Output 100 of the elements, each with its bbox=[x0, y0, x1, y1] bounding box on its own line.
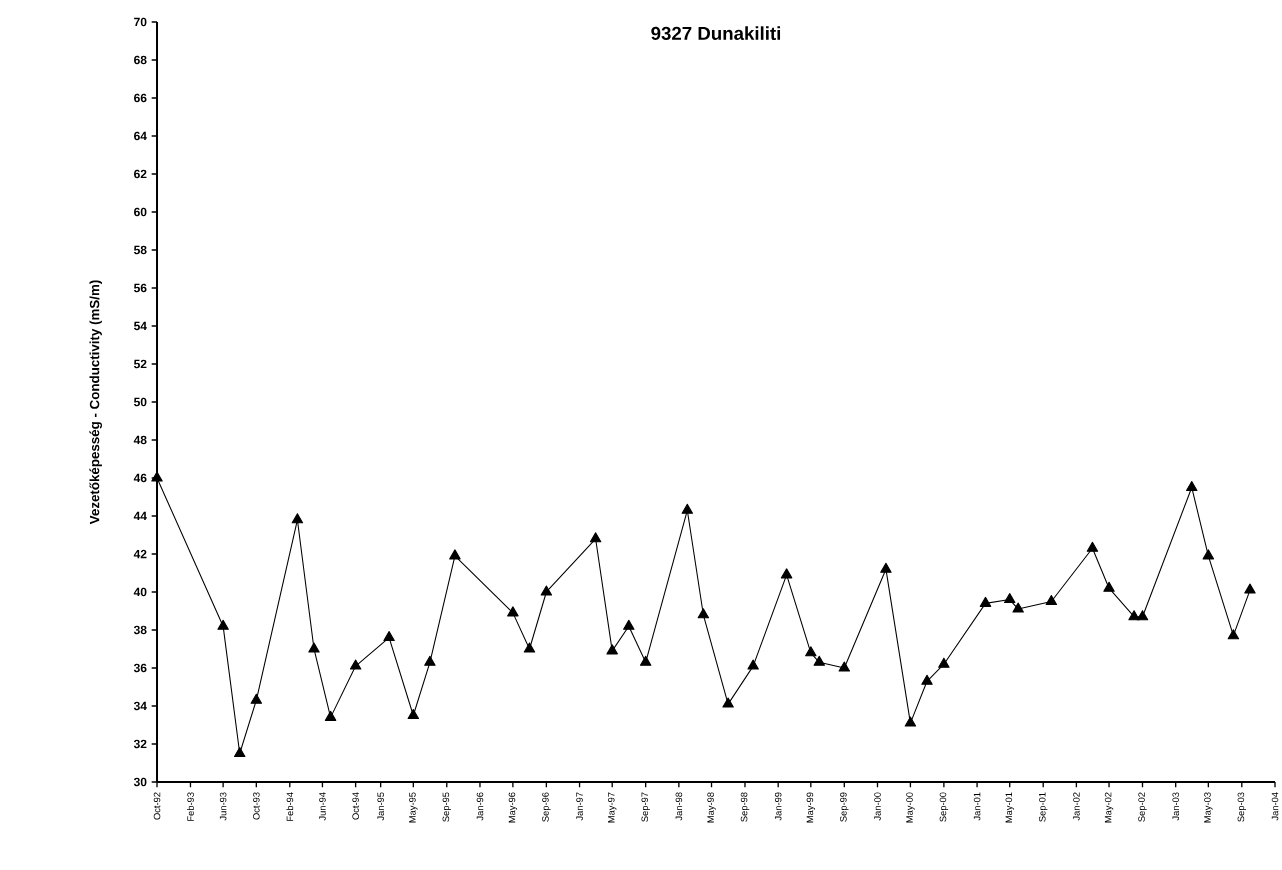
y-tick-label: 58 bbox=[133, 245, 147, 255]
y-tick-label: 30 bbox=[133, 777, 147, 787]
point bbox=[589, 532, 602, 543]
y-tick-label: 64 bbox=[134, 131, 147, 141]
point bbox=[250, 693, 263, 704]
point bbox=[1186, 480, 1198, 492]
x-tick-label: Jun-94 bbox=[319, 792, 326, 821]
point bbox=[151, 471, 163, 482]
point bbox=[979, 596, 992, 607]
x-tick-label: Jan-98 bbox=[675, 792, 683, 821]
y-tick-label: 60 bbox=[134, 207, 147, 217]
x-tick-label: Oct-94 bbox=[352, 792, 359, 820]
y-tick-label: 44 bbox=[133, 511, 147, 521]
point bbox=[1086, 541, 1099, 552]
point bbox=[233, 746, 246, 758]
point bbox=[1103, 581, 1115, 592]
point bbox=[324, 710, 337, 721]
y-tick-label: 50 bbox=[133, 397, 147, 407]
point bbox=[880, 562, 892, 573]
x-tick-label: Jan-01 bbox=[973, 792, 981, 821]
y-tick-label: 68 bbox=[134, 55, 147, 65]
y-tick-label: 36 bbox=[133, 663, 147, 673]
y-tick-label: 70 bbox=[134, 17, 147, 27]
x-tick-label: Jan-02 bbox=[1073, 792, 1080, 821]
point bbox=[722, 697, 734, 708]
point bbox=[921, 674, 933, 685]
point bbox=[523, 642, 536, 653]
y-tick-label: 46 bbox=[133, 473, 147, 483]
point bbox=[780, 568, 793, 579]
point bbox=[1202, 549, 1215, 560]
y-tick-label: 48 bbox=[133, 435, 147, 445]
point bbox=[217, 619, 229, 630]
x-tick-label: May-96 bbox=[508, 792, 518, 823]
y-tick-label: 62 bbox=[134, 169, 147, 179]
x-tick-label: Jan-99 bbox=[774, 792, 782, 821]
x-tick-label: Sep-01 bbox=[1038, 792, 1048, 822]
point bbox=[449, 549, 461, 560]
point bbox=[1045, 594, 1058, 606]
point bbox=[639, 655, 652, 666]
point bbox=[697, 608, 710, 619]
point bbox=[813, 655, 825, 666]
y-tick-label: 34 bbox=[133, 701, 147, 711]
x-tick-label: Oct-92 bbox=[153, 792, 161, 820]
y-axis-title: Vezetőképesség - Conductivity (mS/m) bbox=[89, 280, 102, 525]
x-tick-label: Oct-93 bbox=[253, 792, 260, 820]
y-tick-label: 54 bbox=[133, 321, 147, 331]
x-tick-label: May-97 bbox=[607, 792, 617, 823]
point bbox=[424, 655, 436, 666]
x-tick-label: Sep-95 bbox=[442, 792, 452, 822]
x-tick-label: May-98 bbox=[707, 792, 716, 823]
x-tick-label: May-00 bbox=[906, 792, 915, 823]
point bbox=[904, 716, 917, 727]
point bbox=[838, 661, 851, 672]
y-tick-label: 38 bbox=[133, 625, 147, 635]
x-tick-label: May-95 bbox=[409, 792, 418, 823]
x-tick-label: Feb-93 bbox=[187, 792, 194, 821]
x-tick-label: Sep-97 bbox=[641, 792, 650, 822]
point bbox=[623, 619, 635, 630]
x-tick-label: Jan-95 bbox=[377, 792, 384, 821]
point bbox=[1136, 610, 1149, 621]
point bbox=[383, 631, 395, 642]
point bbox=[507, 606, 519, 617]
point bbox=[1012, 602, 1024, 613]
x-tick-label: Jan-04 bbox=[1271, 792, 1279, 821]
point bbox=[1244, 583, 1256, 594]
point bbox=[291, 513, 304, 524]
point bbox=[349, 659, 362, 670]
point bbox=[540, 585, 553, 596]
x-tick-label: Sep-02 bbox=[1138, 792, 1147, 822]
x-tick-label: Sep-03 bbox=[1237, 792, 1247, 822]
x-tick-label: Jan-96 bbox=[476, 792, 484, 821]
x-tick-label: May-03 bbox=[1204, 792, 1213, 823]
x-tick-label: May-01 bbox=[1005, 792, 1014, 823]
point bbox=[308, 642, 320, 653]
y-tick-label: 56 bbox=[133, 283, 147, 293]
x-tick-label: May-99 bbox=[806, 792, 816, 823]
point bbox=[1003, 593, 1016, 604]
y-tick-label: 32 bbox=[133, 739, 147, 749]
x-tick-label: May-02 bbox=[1104, 792, 1114, 823]
x-tick-label: Sep-00 bbox=[939, 792, 949, 822]
y-tick-label: 52 bbox=[133, 359, 147, 369]
x-tick-label: Jan-97 bbox=[576, 792, 583, 821]
point bbox=[747, 659, 759, 670]
point bbox=[681, 503, 694, 514]
point bbox=[407, 708, 420, 720]
x-tick-label: Sep-96 bbox=[542, 792, 551, 822]
point bbox=[805, 646, 817, 657]
y-tick-label: 40 bbox=[133, 587, 147, 597]
x-tick-label: Sep-98 bbox=[740, 792, 750, 822]
point bbox=[606, 644, 618, 655]
x-tick-label: Jan-03 bbox=[1172, 792, 1179, 821]
x-tick-label: Sep-99 bbox=[840, 792, 849, 822]
point bbox=[938, 657, 950, 668]
point bbox=[1128, 610, 1140, 621]
chart-title: 9327 Dunakiliti bbox=[651, 26, 781, 41]
point bbox=[1227, 629, 1240, 640]
y-tick-label: 42 bbox=[133, 549, 147, 559]
x-tick-label: Jun-93 bbox=[219, 792, 227, 821]
x-tick-label: Jan-00 bbox=[874, 792, 881, 821]
y-tick-label: 66 bbox=[134, 93, 147, 103]
